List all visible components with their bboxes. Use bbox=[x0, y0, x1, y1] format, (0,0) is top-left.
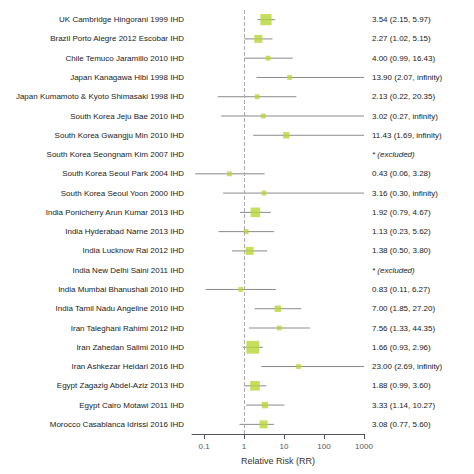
svg-text:3.02 (0.27, infinity): 3.02 (0.27, infinity) bbox=[372, 112, 438, 121]
svg-text:South Korea Seongnam Kim 2007: South Korea Seongnam Kim 2007 IHD bbox=[47, 150, 185, 159]
svg-text:South Korea Seoul Park 2004 IH: South Korea Seoul Park 2004 IHD bbox=[62, 169, 184, 178]
svg-text:11.43 (1.69, infinity): 11.43 (1.69, infinity) bbox=[372, 131, 442, 140]
svg-text:0.43 (0.06, 3.28): 0.43 (0.06, 3.28) bbox=[372, 169, 431, 178]
svg-text:1000: 1000 bbox=[355, 442, 373, 451]
svg-text:Brazil Porto Alegre 2012 Escob: Brazil Porto Alegre 2012 Escobar IHD bbox=[50, 34, 184, 43]
svg-text:10: 10 bbox=[280, 442, 289, 451]
svg-text:3.54 (2.15, 5.97): 3.54 (2.15, 5.97) bbox=[372, 15, 431, 24]
svg-text:South Korea Seoul Yoon 2000 IH: South Korea Seoul Yoon 2000 IHD bbox=[61, 189, 184, 198]
svg-text:Iran Ashkezar Heidari 2016 IHD: Iran Ashkezar Heidari 2016 IHD bbox=[72, 362, 185, 371]
svg-text:* (excluded): * (excluded) bbox=[372, 150, 415, 159]
svg-text:South Korea Gwangju Min 2010 I: South Korea Gwangju Min 2010 IHD bbox=[55, 131, 185, 140]
svg-text:South Korea Jeju Bae 2010 IHD: South Korea Jeju Bae 2010 IHD bbox=[70, 112, 184, 121]
svg-text:Iran Taleghani Rahimi 2012 IHD: Iran Taleghani Rahimi 2012 IHD bbox=[71, 324, 184, 333]
svg-text:0.1: 0.1 bbox=[198, 442, 210, 451]
svg-text:1.88 (0.99, 3.60): 1.88 (0.99, 3.60) bbox=[372, 381, 431, 390]
svg-text:3.33 (1.14, 10.27): 3.33 (1.14, 10.27) bbox=[372, 401, 435, 410]
svg-text:India Mumbai Bhanushali 2010 I: India Mumbai Bhanushali 2010 IHD bbox=[58, 285, 184, 294]
svg-text:UK Cambridge Hingorani 1999 IH: UK Cambridge Hingorani 1999 IHD bbox=[59, 15, 184, 24]
svg-text:Egypt Zagazig Abdel-Aziz 2013: Egypt Zagazig Abdel-Aziz 2013 IHD bbox=[57, 381, 184, 390]
svg-text:13.90 (2.07, infinity): 13.90 (2.07, infinity) bbox=[372, 73, 443, 82]
svg-text:India Ponicherry Arun Kumar 20: India Ponicherry Arun Kumar 2013 IHD bbox=[46, 208, 185, 217]
svg-text:23.00 (2.69, infinity): 23.00 (2.69, infinity) bbox=[372, 362, 443, 371]
svg-text:India Hyderabad Narne 2013 IHD: India Hyderabad Narne 2013 IHD bbox=[65, 227, 184, 236]
svg-text:0.83 (0.11, 6.27): 0.83 (0.11, 6.27) bbox=[372, 285, 430, 294]
svg-text:Japan Kumamoto & Kyoto Shimasa: Japan Kumamoto & Kyoto Shimasaki 1998 IH… bbox=[16, 92, 184, 101]
svg-text:Chile Temuco Jaramillo 2010 IH: Chile Temuco Jaramillo 2010 IHD bbox=[65, 54, 184, 63]
svg-text:1.13 (0.23, 5.62): 1.13 (0.23, 5.62) bbox=[372, 227, 431, 236]
svg-text:Japan Kanagawa Hibi 1998 IHD: Japan Kanagawa Hibi 1998 IHD bbox=[70, 73, 184, 82]
svg-text:India Lucknow Rai 2012 IHD: India Lucknow Rai 2012 IHD bbox=[83, 246, 185, 255]
svg-text:India Tamil Nadu Angeline 2010: India Tamil Nadu Angeline 2010 IHD bbox=[56, 304, 185, 313]
svg-text:1.38 (0.50, 3.80): 1.38 (0.50, 3.80) bbox=[372, 246, 431, 255]
svg-text:3.08 (0.77, 5.60): 3.08 (0.77, 5.60) bbox=[372, 420, 431, 429]
svg-text:7.00 (1.85, 27.20): 7.00 (1.85, 27.20) bbox=[372, 304, 435, 313]
svg-text:Relative Risk (RR): Relative Risk (RR) bbox=[241, 456, 315, 466]
svg-text:7.56 (1.33, 44.35): 7.56 (1.33, 44.35) bbox=[372, 324, 435, 333]
svg-text:2.13 (0.22, 20.35): 2.13 (0.22, 20.35) bbox=[372, 92, 435, 101]
svg-text:Iran Zahedan Salimi 2010 IHD: Iran Zahedan Salimi 2010 IHD bbox=[76, 343, 184, 352]
svg-text:3.16 (0.30, infinity): 3.16 (0.30, infinity) bbox=[372, 189, 438, 198]
svg-text:Egypt Cairo Motawi 2011 IHD: Egypt Cairo Motawi 2011 IHD bbox=[79, 401, 184, 410]
svg-text:1.66 (0.93, 2.96): 1.66 (0.93, 2.96) bbox=[372, 343, 431, 352]
svg-text:India New Delhi Saini 2011 IHD: India New Delhi Saini 2011 IHD bbox=[73, 266, 185, 275]
svg-text:1: 1 bbox=[242, 442, 247, 451]
svg-text:Morocco Casablanca Idrissi 201: Morocco Casablanca Idrissi 2016 IHD bbox=[50, 420, 185, 429]
svg-text:4.00 (0.99, 16.43): 4.00 (0.99, 16.43) bbox=[372, 54, 435, 63]
svg-text:1.92 (0.79, 4.67): 1.92 (0.79, 4.67) bbox=[372, 208, 431, 217]
svg-text:2.27 (1.02, 5.15): 2.27 (1.02, 5.15) bbox=[372, 34, 431, 43]
svg-text:* (excluded): * (excluded) bbox=[372, 266, 415, 275]
svg-text:100: 100 bbox=[317, 442, 331, 451]
